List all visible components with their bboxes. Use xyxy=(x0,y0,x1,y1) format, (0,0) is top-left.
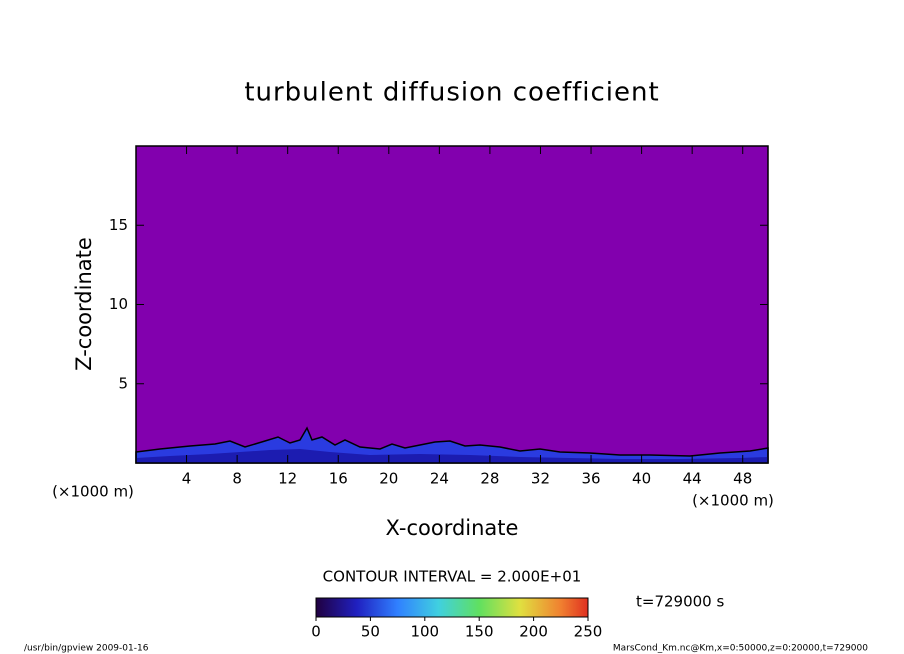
contour-field xyxy=(136,146,768,463)
y-axis-label: Z-coordinate xyxy=(72,237,96,371)
x-unit: (×1000 m) xyxy=(692,492,774,510)
contour-interval: CONTOUR INTERVAL = 2.000E+01 xyxy=(323,568,582,586)
colorbar-tick-label: 100 xyxy=(410,623,439,641)
x-tick-label: 24 xyxy=(430,470,449,488)
x-tick-label: 36 xyxy=(581,470,600,488)
chart-title: turbulent diffusion coefficient xyxy=(244,78,659,108)
y-tick-label: 15 xyxy=(109,216,128,234)
low-layer-core xyxy=(136,449,768,463)
y-tick-label: 10 xyxy=(109,295,128,313)
colorbar-tick-label: 50 xyxy=(361,623,380,641)
footer-right: MarsCond_Km.nc@Km,x=0:50000,z=0:20000,t=… xyxy=(613,644,868,654)
x-tick-label: 48 xyxy=(733,470,752,488)
x-axis-label: X-coordinate xyxy=(386,516,519,540)
colorbar-tick-label: 0 xyxy=(311,623,321,641)
x-tick-label: 12 xyxy=(278,470,297,488)
x-tick-label: 8 xyxy=(232,470,242,488)
y-tick-label: 5 xyxy=(118,374,128,392)
x-tick-label: 40 xyxy=(632,470,651,488)
x-tick-label: 16 xyxy=(329,470,348,488)
colorbar-tick-label: 200 xyxy=(519,623,548,641)
colorbar-tick-label: 150 xyxy=(465,623,494,641)
time-label: t=729000 s xyxy=(636,593,724,611)
footer-left: /usr/bin/gpview 2009-01-16 xyxy=(24,644,149,654)
x-tick-label: 20 xyxy=(379,470,398,488)
x-tick-label: 4 xyxy=(182,470,192,488)
x-tick-label: 28 xyxy=(480,470,499,488)
colorbar-tick-label: 250 xyxy=(574,623,603,641)
colorbar xyxy=(315,597,589,618)
x-tick-label: 32 xyxy=(531,470,550,488)
x-tick-label: 44 xyxy=(683,470,702,488)
y-unit: (×1000 m) xyxy=(52,483,134,501)
